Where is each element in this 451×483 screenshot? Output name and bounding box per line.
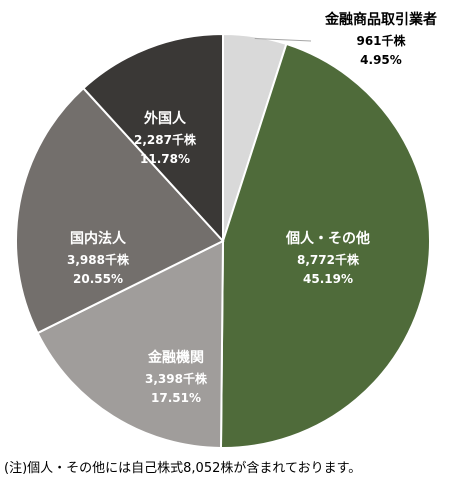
slice-value: 3,398千株 (145, 371, 208, 386)
slice-value: 2,287千株 (134, 132, 197, 147)
slice-percent: 11.78% (140, 152, 190, 166)
slice-name: 国内法人 (70, 230, 127, 247)
slice-percent: 45.19% (303, 272, 353, 286)
slice-name: 外国人 (144, 110, 187, 127)
slice-percent: 4.95% (360, 53, 402, 67)
slice-percent: 20.55% (73, 272, 123, 286)
footnote: (注)個人・その他には自己株式8,052株が含まれております。 (4, 461, 362, 476)
pie-slice-2 (219, 42, 431, 449)
slice-label-5: 外国人 2,287千株 11.78% (134, 110, 197, 166)
pie-slice-4 (15, 86, 225, 335)
pie-slice-3 (36, 239, 225, 450)
slice-name: 個人・その他 (285, 230, 370, 247)
slice-percent: 17.51% (151, 391, 201, 405)
slice-value: 3,988千株 (67, 252, 130, 267)
slice-label-4: 国内法人 3,988千株 20.55% (67, 230, 130, 286)
slice-name: 金融機関 (147, 349, 204, 366)
leader-line (254, 37, 312, 42)
slice-name: 金融商品取引業者 (324, 11, 437, 28)
slice-value: 8,772千株 (297, 252, 360, 267)
slice-label-1: 金融商品取引業者 961千株 4.95% (324, 11, 437, 67)
slice-label-3: 金融機関 3,398千株 17.51% (145, 349, 208, 405)
slice-value: 961千株 (356, 33, 406, 48)
slice-label-2: 個人・その他 8,772千株 45.19% (285, 230, 370, 286)
pie-slice-5 (81, 32, 224, 244)
